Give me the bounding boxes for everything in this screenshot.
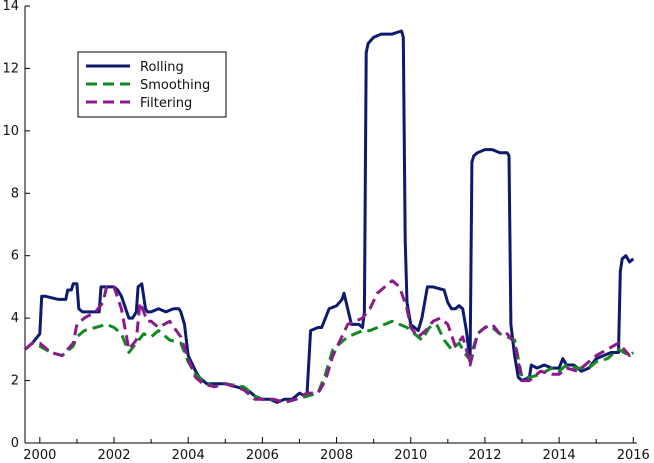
series-line-smoothing <box>24 319 635 404</box>
chart-axes <box>24 6 637 444</box>
y-tick-label: 8 <box>11 186 19 201</box>
x-tick-label: 2006 <box>246 448 279 463</box>
y-tick-label: 6 <box>11 249 19 264</box>
y-tick-label: 14 <box>2 0 19 14</box>
x-tick-label: 2010 <box>394 448 427 463</box>
y-tick-label: 12 <box>2 61 19 76</box>
series-layer <box>24 29 635 404</box>
x-tick-label: 2004 <box>172 448 205 463</box>
legend: Rolling Smoothing Filtering <box>77 51 227 118</box>
legend-label-filtering: Filtering <box>140 96 192 111</box>
legend-label-rolling: Rolling <box>140 60 184 75</box>
series-line-filtering <box>24 279 635 404</box>
y-tick-label: 10 <box>2 124 19 139</box>
x-tick-label: 2000 <box>23 448 56 463</box>
y-tick-label: 0 <box>11 436 19 451</box>
x-axis-ticks: 2000 2002 2004 2006 2008 2010 2012 2014 2016 <box>23 437 650 463</box>
x-tick-label: 2008 <box>320 448 353 463</box>
y-tick-label: 2 <box>11 374 19 389</box>
x-tick-label: 2012 <box>468 448 501 463</box>
legend-label-smoothing: Smoothing <box>140 78 210 93</box>
legend-box <box>77 51 227 118</box>
x-tick-label: 2016 <box>617 448 650 463</box>
x-tick-label: 2002 <box>97 448 130 463</box>
y-axis-ticks: 0 2 4 6 8 10 12 14 <box>2 0 30 451</box>
x-tick-label: 2014 <box>543 448 576 463</box>
y-tick-label: 4 <box>11 311 19 326</box>
